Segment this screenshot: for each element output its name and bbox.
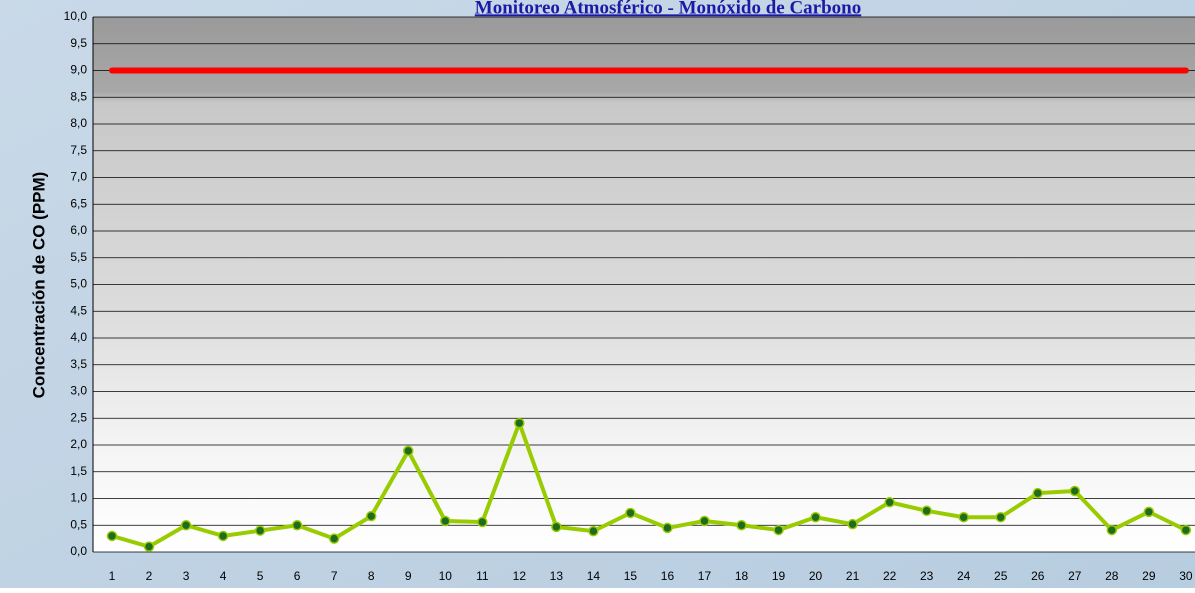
x-tick-label: 23 (920, 569, 934, 583)
x-tick-label: 11 (476, 569, 489, 583)
y-tick-label: 5,5 (70, 250, 87, 264)
y-tick-label: 7,5 (70, 143, 87, 157)
data-point (847, 518, 858, 530)
data-line (111, 421, 1187, 549)
x-tick-label: 20 (809, 569, 823, 583)
data-point (402, 445, 414, 457)
y-tick-label: 3,5 (70, 357, 87, 371)
x-tick-label: 1 (109, 569, 116, 583)
data-point (365, 510, 377, 522)
y-tick-label: 1,5 (70, 464, 87, 478)
x-tick-label: 29 (1142, 569, 1156, 583)
data-point (995, 511, 1006, 523)
x-tick-label: 4 (220, 569, 227, 583)
data-point (180, 520, 192, 531)
x-tick-label: 9 (405, 569, 412, 583)
y-tick-label: 8,5 (70, 89, 87, 103)
data-point (1180, 524, 1192, 536)
data-point (958, 511, 969, 523)
data-point (217, 530, 229, 542)
data-point (1143, 506, 1155, 518)
y-tick-label: 0,5 (70, 517, 87, 531)
data-point (514, 417, 525, 429)
x-tick-label: 17 (698, 569, 712, 583)
chart-title: Monitoreo Atmosférico - Monóxido de Carb… (475, 0, 861, 18)
data-point (440, 515, 451, 527)
y-tick-label: 4,5 (70, 303, 87, 317)
data-point (106, 530, 118, 542)
data-point (254, 525, 266, 536)
y-tick-label: 8,0 (70, 116, 87, 130)
y-tick-label: 9,0 (70, 63, 87, 77)
x-tick-label: 21 (846, 569, 860, 583)
x-tick-label: 14 (587, 569, 601, 583)
data-point (1069, 485, 1081, 497)
data-point (291, 520, 303, 531)
data-point (143, 541, 155, 552)
data-point (588, 525, 599, 537)
y-tick-label: 0,0 (70, 544, 87, 558)
y-axis-label: Concentración de CO (PPM) (29, 172, 48, 399)
x-tick-label: 15 (624, 569, 638, 583)
data-point (810, 511, 821, 523)
data-point (662, 522, 673, 534)
data-point (921, 505, 932, 517)
y-tick-label: 4,0 (70, 330, 87, 344)
data-point (736, 520, 747, 531)
x-tick-label: 24 (957, 569, 971, 583)
y-tick-label: 10,0 (64, 9, 88, 23)
x-tick-label: 8 (368, 569, 375, 583)
x-tick-label: 16 (661, 569, 675, 583)
data-point (625, 507, 636, 519)
y-tick-label: 2,0 (70, 437, 87, 451)
data-point (699, 515, 710, 527)
x-tick-label: 19 (772, 569, 786, 583)
x-tick-label: 5 (257, 569, 264, 583)
x-tick-label: 22 (883, 569, 897, 583)
y-tick-label: 9,5 (70, 36, 87, 50)
y-tick-label: 1,0 (70, 491, 87, 505)
y-tick-label: 7,0 (70, 170, 87, 184)
x-tick-label: 25 (994, 569, 1008, 583)
data-point (477, 516, 488, 528)
x-tick-label: 13 (550, 569, 564, 583)
y-tick-label: 6,0 (70, 223, 87, 237)
data-point (1032, 487, 1043, 499)
x-tick-label: 6 (294, 569, 301, 583)
x-tick-label: 27 (1068, 569, 1082, 583)
y-tick-label: 6,5 (70, 196, 87, 210)
data-point (1106, 524, 1118, 536)
data-point (884, 496, 895, 508)
data-point (773, 524, 784, 536)
x-tick-label: 3 (183, 569, 190, 583)
x-tick-label: 28 (1105, 569, 1119, 583)
data-point (551, 521, 562, 533)
x-tick-label: 26 (1031, 569, 1045, 583)
x-tick-label: 7 (331, 569, 338, 583)
x-tick-label: 12 (513, 569, 527, 583)
y-tick-label: 2,5 (70, 410, 87, 424)
y-tick-label: 3,0 (70, 384, 87, 398)
data-point (328, 533, 340, 544)
x-tick-label: 2 (146, 569, 153, 583)
x-tick-label: 30 (1179, 569, 1193, 583)
x-tick-label: 10 (439, 569, 453, 583)
x-tick-label: 18 (735, 569, 749, 583)
y-tick-label: 5,0 (70, 277, 87, 291)
